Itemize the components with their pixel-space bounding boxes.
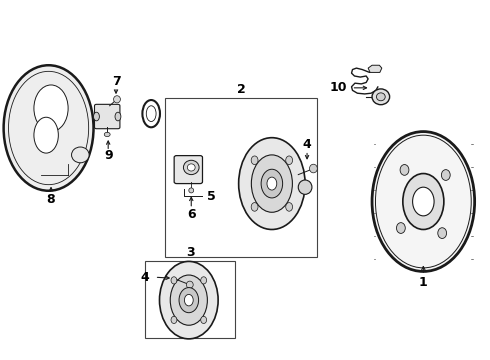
Ellipse shape xyxy=(187,164,195,171)
FancyBboxPatch shape xyxy=(174,156,202,184)
Ellipse shape xyxy=(441,170,450,180)
Text: 7: 7 xyxy=(112,75,121,88)
Text: 1: 1 xyxy=(419,276,428,289)
Ellipse shape xyxy=(147,106,156,122)
Text: 4: 4 xyxy=(140,271,149,284)
Text: 8: 8 xyxy=(47,193,55,206)
Ellipse shape xyxy=(186,281,193,288)
Ellipse shape xyxy=(3,65,94,191)
Ellipse shape xyxy=(72,147,89,163)
Text: 2: 2 xyxy=(237,83,245,96)
Ellipse shape xyxy=(201,277,207,284)
Ellipse shape xyxy=(189,188,194,193)
Ellipse shape xyxy=(179,288,198,313)
Ellipse shape xyxy=(251,203,258,211)
Text: 10: 10 xyxy=(329,81,346,94)
Ellipse shape xyxy=(372,132,475,271)
Ellipse shape xyxy=(170,275,207,325)
Ellipse shape xyxy=(372,89,390,105)
Ellipse shape xyxy=(183,160,199,175)
Text: 9: 9 xyxy=(104,149,113,162)
Ellipse shape xyxy=(104,132,110,136)
Ellipse shape xyxy=(159,261,218,339)
Text: 5: 5 xyxy=(207,190,216,203)
Bar xyxy=(165,98,317,257)
Ellipse shape xyxy=(171,277,177,284)
Bar xyxy=(145,261,235,338)
Text: 3: 3 xyxy=(186,246,195,259)
Ellipse shape xyxy=(184,294,193,306)
Ellipse shape xyxy=(201,316,207,324)
Ellipse shape xyxy=(143,100,160,127)
Ellipse shape xyxy=(438,228,446,238)
Ellipse shape xyxy=(267,177,277,190)
Ellipse shape xyxy=(286,203,293,211)
Ellipse shape xyxy=(34,85,68,132)
Ellipse shape xyxy=(251,156,258,165)
Text: 4: 4 xyxy=(303,138,312,151)
Ellipse shape xyxy=(34,117,58,153)
Ellipse shape xyxy=(115,112,121,121)
Polygon shape xyxy=(368,65,382,72)
Ellipse shape xyxy=(171,316,177,324)
Ellipse shape xyxy=(298,180,312,194)
Ellipse shape xyxy=(239,138,305,229)
FancyBboxPatch shape xyxy=(95,104,120,129)
Ellipse shape xyxy=(403,174,444,229)
Ellipse shape xyxy=(413,187,434,216)
Ellipse shape xyxy=(261,169,283,198)
Ellipse shape xyxy=(286,156,293,165)
Ellipse shape xyxy=(310,164,318,173)
Ellipse shape xyxy=(396,222,405,233)
Ellipse shape xyxy=(376,93,385,101)
Ellipse shape xyxy=(400,165,409,175)
Ellipse shape xyxy=(251,155,293,212)
Text: 6: 6 xyxy=(187,208,196,221)
Ellipse shape xyxy=(94,112,99,121)
Ellipse shape xyxy=(114,96,121,103)
